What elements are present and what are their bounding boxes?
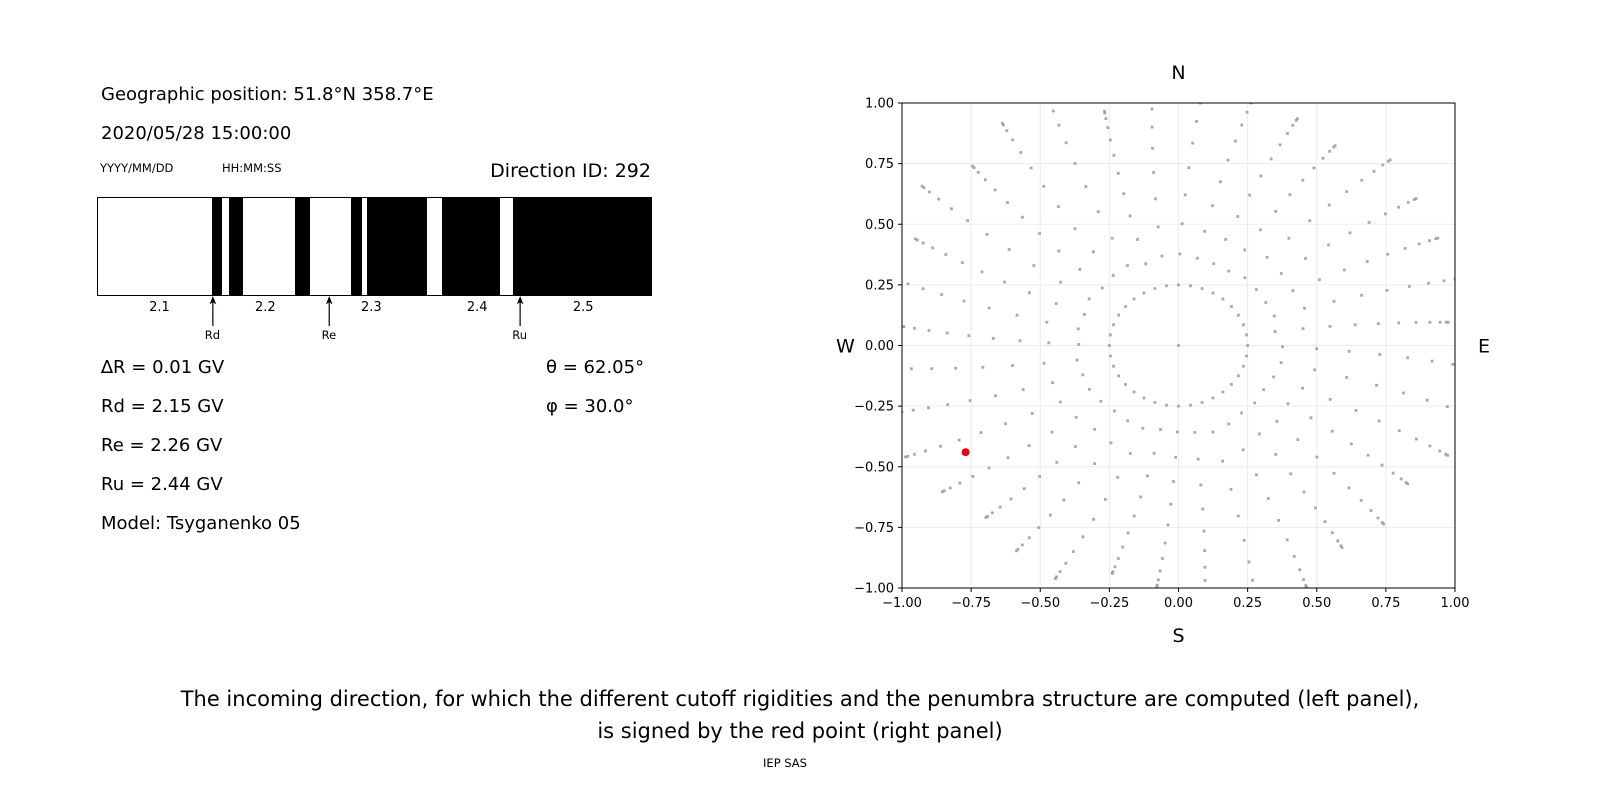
y-tick-label: −0.75 — [854, 521, 894, 536]
y-tick-label: −0.25 — [854, 400, 894, 415]
time-format-label: HH:MM:SS — [222, 161, 282, 175]
caption-line-2: is signed by the red point (right panel) — [597, 719, 1003, 743]
ru-text: Ru = 2.44 GV — [101, 474, 223, 495]
rigidity-tick-label: 2.5 — [572, 300, 594, 315]
compass-label-west: W — [836, 336, 855, 358]
penumbra-barcode-plot — [97, 197, 652, 296]
forbidden-band — [229, 198, 244, 295]
compass-label-east: E — [1478, 336, 1490, 358]
y-tick-label: 1.00 — [865, 97, 894, 112]
phi-text: φ = 30.0° — [546, 396, 634, 417]
rigidity-tick-label: 2.3 — [360, 300, 382, 315]
penumbra-axis-ticks: 2.1 2.2 2.3 2.4 2.5 — [98, 300, 651, 317]
x-tick-label: 1.00 — [1441, 596, 1470, 611]
cutoff-markers: Rd Re Ru — [98, 296, 651, 348]
credit-text: IEP SAS — [763, 756, 807, 770]
x-tick-label: 0.25 — [1233, 596, 1262, 611]
x-tick-label: 0.50 — [1302, 596, 1331, 611]
rigidity-tick-label: 2.2 — [255, 300, 276, 315]
up-arrow-icon — [208, 296, 216, 326]
cutoff-marker-label: Rd — [204, 328, 221, 342]
cutoff-marker-re: Re — [321, 296, 337, 342]
theta-text: θ = 62.05° — [546, 357, 645, 378]
re-text: Re = 2.26 GV — [101, 435, 223, 456]
forbidden-band — [351, 198, 362, 295]
datetime-text: 2020/05/28 15:00:00 — [101, 123, 292, 144]
compass-label-north: N — [1171, 62, 1185, 84]
compass-label-south: S — [1172, 625, 1184, 647]
x-tick-label: −0.50 — [1020, 596, 1060, 611]
caption-line-1: The incoming direction, for which the di… — [180, 687, 1420, 711]
up-arrow-icon — [325, 296, 333, 326]
up-arrow-icon — [516, 296, 524, 326]
y-tick-label: 0.75 — [865, 157, 894, 172]
rigidity-tick-label: 2.4 — [466, 300, 488, 315]
x-tick-label: −0.25 — [1089, 596, 1129, 611]
y-tick-label: −1.00 — [854, 582, 894, 597]
forbidden-band — [212, 198, 222, 295]
x-tick-label: 0.75 — [1371, 596, 1400, 611]
x-tick-label: 0.00 — [1164, 596, 1193, 611]
direction-dots — [902, 103, 1455, 588]
rd-text: Rd = 2.15 GV — [101, 396, 224, 417]
direction-id-text: Direction ID: 292 — [490, 160, 651, 182]
cutoff-marker-ru: Ru — [512, 296, 527, 342]
forbidden-band — [442, 198, 500, 295]
y-tick-label: 0.50 — [865, 218, 894, 233]
x-tick-label: −0.75 — [951, 596, 991, 611]
forbidden-band — [295, 198, 310, 295]
forbidden-band — [513, 198, 651, 295]
direction-scatter-plot: −1.00 −0.75 −0.50 −0.25 0.00 0.25 0.50 0.75 1.00… — [836, 62, 1490, 647]
cutoff-marker-rd: Rd — [205, 296, 220, 342]
selected-direction-point — [961, 448, 970, 457]
y-tick-label: 0.00 — [865, 339, 894, 354]
cutoff-marker-label: Ru — [512, 328, 528, 342]
date-format-label: YYYY/MM/DD — [100, 161, 174, 175]
forbidden-band — [367, 198, 428, 295]
y-tick-label: −0.50 — [854, 460, 894, 475]
delta-r-text: ∆R = 0.01 GV — [101, 357, 225, 378]
cutoff-marker-label: Re — [321, 328, 337, 342]
y-tick-label: 0.25 — [865, 278, 894, 293]
rigidity-tick-label: 2.1 — [149, 300, 170, 315]
geo-position-text: Geographic position: 51.8°N 358.7°E — [101, 84, 434, 105]
x-tick-label: −1.00 — [882, 596, 922, 611]
model-text: Model: Tsyganenko 05 — [101, 513, 301, 534]
